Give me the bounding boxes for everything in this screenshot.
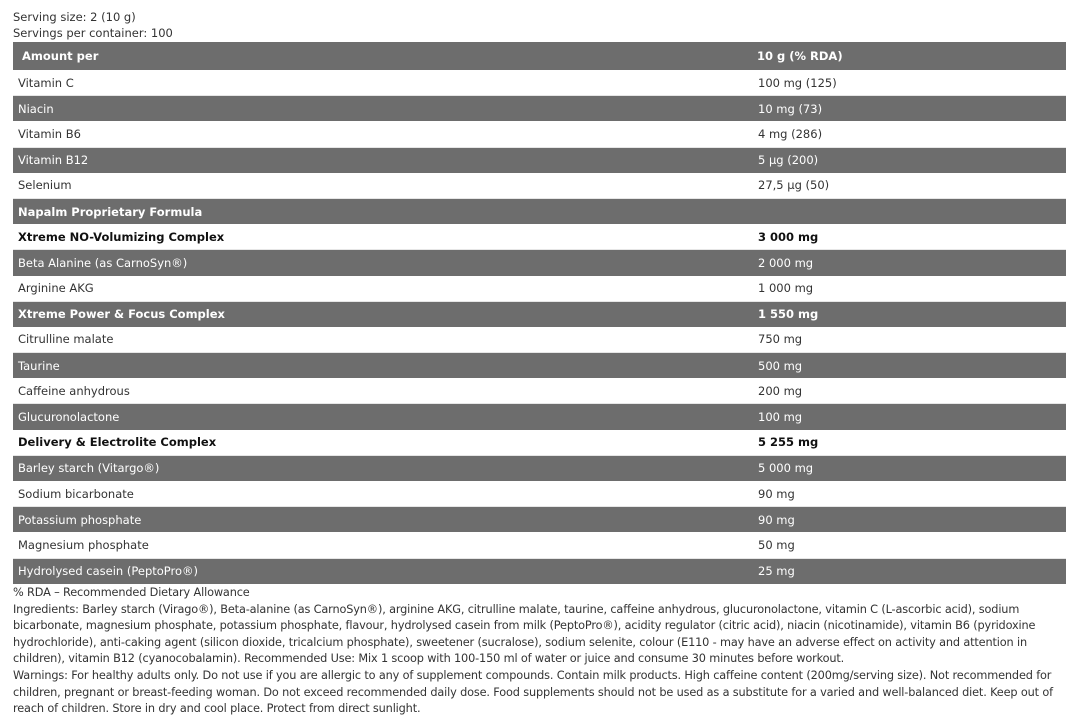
nutrient-name: Citrulline malate — [13, 326, 752, 354]
nutrient-name: Potassium phosphate — [13, 506, 752, 533]
nutrient-value: 200 mg — [752, 378, 1066, 405]
nutrient-name: Caffeine anhydrous — [13, 378, 752, 405]
nutrient-name: Xtreme Power & Focus Complex — [13, 301, 752, 327]
table-row: Selenium 27,5 µg (50) — [13, 172, 1066, 199]
nutrient-name: Glucuronolactone — [13, 403, 752, 430]
nutrient-value: 500 mg — [752, 352, 1066, 379]
table-row: Caffeine anhydrous 200 mg — [13, 378, 1066, 405]
nutrient-name: Vitamin B12 — [13, 147, 752, 173]
nutrient-name: Napalm Proprietary Formula — [13, 198, 752, 225]
serving-size: Serving size: 2 (10 g) — [13, 10, 136, 24]
nutrient-value: 100 mg (125) — [752, 70, 1066, 97]
rda-note: % RDA – Recommended Dietary Allowance — [13, 585, 250, 599]
table-row: Magnesium phosphate 50 mg — [13, 532, 1066, 559]
nutrient-name: Hydrolysed casein (PeptoPro®) — [13, 558, 752, 584]
nutrient-name: Arginine AKG — [13, 275, 752, 302]
nutrient-name: Sodium bicarbonate — [13, 481, 752, 508]
table-row: Hydrolysed casein (PeptoPro®) 25 mg — [13, 558, 1066, 584]
table-row: Potassium phosphate 90 mg — [13, 506, 1066, 533]
table-row: Sodium bicarbonate 90 mg — [13, 481, 1066, 508]
table-row: Napalm Proprietary Formula — [13, 198, 1066, 225]
nutrient-name: Taurine — [13, 352, 752, 379]
nutrient-value: 1 550 mg — [752, 301, 1066, 327]
nutrient-value: 750 mg — [752, 326, 1066, 354]
nutrition-facts: Serving size: 2 (10 g) Servings per cont… — [13, 9, 1067, 717]
nutrient-value: 27,5 µg (50) — [752, 172, 1066, 199]
nutrient-value — [752, 198, 1066, 225]
ingredients-text: Ingredients: Barley starch (Virago®), Be… — [13, 603, 1036, 665]
nutrient-value: 100 mg — [752, 403, 1066, 430]
nutrient-value: 2 000 mg — [752, 249, 1066, 276]
nutrient-value: 5 µg (200) — [752, 147, 1066, 173]
servings-per-container: Servings per container: 100 — [13, 26, 173, 40]
nutrient-value: 1 000 mg — [752, 275, 1066, 302]
nutrient-value: 90 mg — [752, 506, 1066, 533]
nutrient-name: Magnesium phosphate — [13, 532, 752, 559]
nutrition-table: Amount per 10 g (% RDA) Vitamin C 100 mg … — [13, 42, 1066, 584]
table-row: Glucuronolactone 100 mg — [13, 403, 1066, 430]
table-row: Vitamin B6 4 mg (286) — [13, 121, 1066, 148]
table-row: Vitamin B12 5 µg (200) — [13, 147, 1066, 173]
table-row: Barley starch (Vitargo®) 5 000 mg — [13, 455, 1066, 481]
table-row: Arginine AKG 1 000 mg — [13, 275, 1066, 302]
nutrient-name: Barley starch (Vitargo®) — [13, 455, 752, 481]
nutrient-name: Vitamin C — [13, 70, 752, 97]
table-row: Beta Alanine (as CarnoSyn®) 2 000 mg — [13, 249, 1066, 276]
table-row: Xtreme Power & Focus Complex 1 550 mg — [13, 301, 1066, 327]
nutrient-name: Vitamin B6 — [13, 121, 752, 148]
table-row: Vitamin C 100 mg (125) — [13, 70, 1066, 97]
nutrient-value: 3 000 mg — [752, 224, 1066, 251]
nutrient-value: 5 255 mg — [752, 429, 1066, 456]
table-row: Delivery & Electrolite Complex 5 255 mg — [13, 429, 1066, 456]
nutrient-value: 50 mg — [752, 532, 1066, 559]
nutrient-name: Selenium — [13, 172, 752, 199]
nutrient-value: 5 000 mg — [752, 455, 1066, 481]
nutrient-value: 4 mg (286) — [752, 121, 1066, 148]
header-per-serving: 10 g (% RDA) — [752, 42, 1066, 70]
table-row: Xtreme NO-Volumizing Complex 3 000 mg — [13, 224, 1066, 251]
table-header: Amount per 10 g (% RDA) — [13, 42, 1066, 70]
nutrient-name: Beta Alanine (as CarnoSyn®) — [13, 249, 752, 276]
nutrient-name: Xtreme NO-Volumizing Complex — [13, 224, 752, 251]
nutrient-name: Delivery & Electrolite Complex — [13, 429, 752, 456]
nutrient-value: 25 mg — [752, 558, 1066, 584]
table-row: Taurine 500 mg — [13, 352, 1066, 379]
table-row: Citrulline malate 750 mg — [13, 326, 1066, 354]
nutrient-value: 90 mg — [752, 481, 1066, 508]
nutrient-name: Niacin — [13, 95, 752, 122]
nutrient-value: 10 mg (73) — [752, 95, 1066, 122]
warnings-text: Warnings: For healthy adults only. Do no… — [13, 669, 1053, 715]
table-row: Niacin 10 mg (73) — [13, 95, 1066, 122]
header-amount-per: Amount per — [13, 42, 752, 70]
